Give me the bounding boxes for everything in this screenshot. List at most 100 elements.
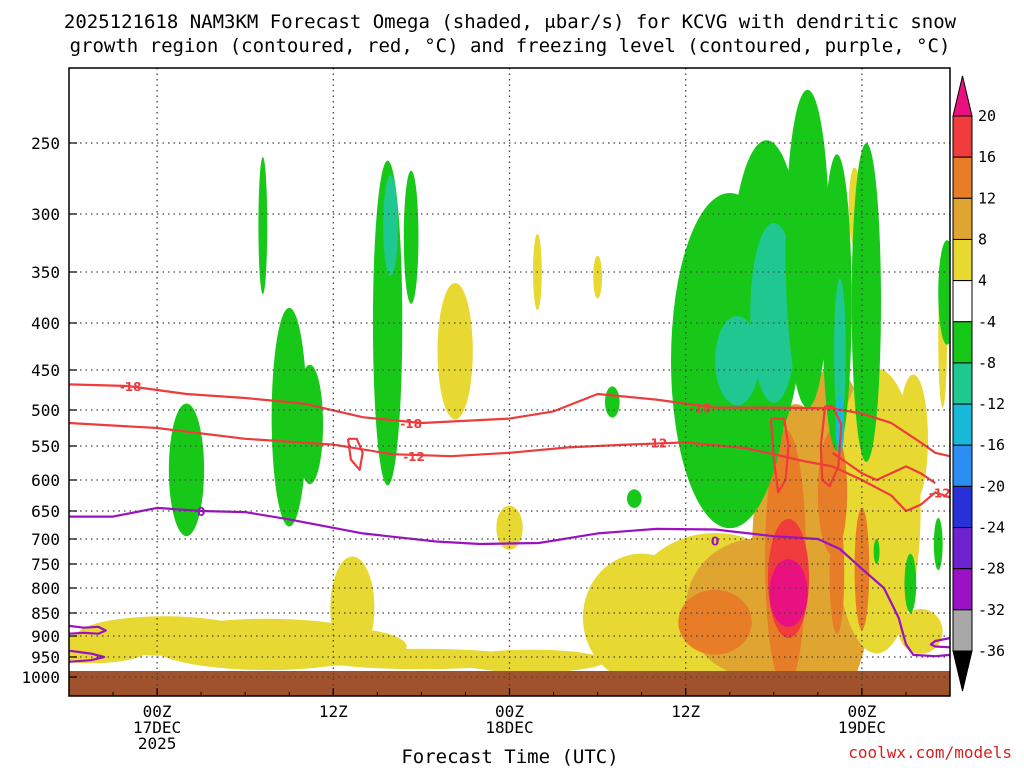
colorbar-swatch <box>952 568 973 611</box>
colorbar-swatch <box>952 362 973 405</box>
x-tick-label: 17DEC <box>133 718 181 737</box>
contour-label: -18 <box>400 417 422 431</box>
contour-line <box>346 437 364 471</box>
omega-region <box>381 395 397 461</box>
colorbar-swatch <box>952 280 973 323</box>
omega-region <box>750 222 798 403</box>
x-tick-label: 00Z <box>143 702 172 721</box>
chart-title-line-1: 2025121618 NAM3KM Forecast Omega (shaded… <box>64 11 957 33</box>
y-tick-label: 1000 <box>21 668 60 687</box>
contour-label: -12 <box>645 436 667 450</box>
omega-region <box>715 316 760 406</box>
colorbar-label: 20 <box>978 107 996 125</box>
y-tick-label: 750 <box>31 555 60 574</box>
colorbar: 20 16 12 8 4 -4 -8 -12 -16 -20 -24 -28 -32 -36 <box>952 75 1005 692</box>
contour-line <box>69 383 950 458</box>
colorbar-label: -36 <box>978 642 1005 660</box>
omega-region <box>403 170 419 304</box>
colorbar-label: -12 <box>978 395 1005 413</box>
omega-region <box>829 513 845 634</box>
omega-region <box>938 240 950 345</box>
omega-region <box>873 539 880 564</box>
y-tick-label: 550 <box>31 437 60 456</box>
colorbar-swatch <box>952 444 973 487</box>
omega-region <box>258 157 268 295</box>
y-tick-label: 950 <box>31 648 60 667</box>
omega-region <box>933 517 943 571</box>
x-tick-label: 12Z <box>319 702 348 721</box>
contour-line <box>831 451 936 485</box>
omega-region <box>626 489 642 508</box>
y-tick-label: 450 <box>31 361 60 380</box>
colorbar-swatch <box>952 197 973 240</box>
omega-region <box>593 255 603 299</box>
omega-region <box>296 364 324 485</box>
omega-region <box>851 143 881 462</box>
colorbar-swatch <box>952 609 973 652</box>
colorbar-swatch <box>952 156 973 199</box>
contour-label: -18 <box>690 402 712 416</box>
x-axis-label: Forecast Time (UTC) <box>401 746 618 768</box>
x-tick-label: 12Z <box>671 702 700 721</box>
omega-region <box>168 403 205 537</box>
y-tick-label: 600 <box>31 471 60 490</box>
chart-title-line-2: growth region (contoured, red, °C) and f… <box>70 35 951 57</box>
colorbar-label: -8 <box>978 354 996 372</box>
omega-region <box>496 505 523 550</box>
credit-text: coolwx.com/models <box>848 743 1012 762</box>
omega-region <box>904 553 917 613</box>
y-tick-label: 850 <box>31 604 60 623</box>
y-tick-label: 700 <box>31 530 60 549</box>
colorbar-label: 4 <box>978 272 987 290</box>
colorbar-swatch <box>952 485 973 529</box>
colorbar-label: 12 <box>978 189 996 207</box>
omega-region <box>383 175 398 276</box>
colorbar-swatch <box>952 238 973 282</box>
x-tick-label: 19DEC <box>838 718 886 737</box>
x-tick-label: 00Z <box>847 702 876 721</box>
contour-label: 0 <box>711 535 719 549</box>
y-tick-label: 500 <box>31 401 60 420</box>
contour-line <box>69 649 106 663</box>
contour-line <box>819 404 843 488</box>
omega-region <box>834 278 846 424</box>
x-tick-label: 18DEC <box>485 718 533 737</box>
y-tick-label: 800 <box>31 579 60 598</box>
omega-region <box>271 307 307 527</box>
y-tick-label: 300 <box>31 205 60 224</box>
colorbar-label: 16 <box>978 148 996 166</box>
contour-label: -18 <box>120 380 142 394</box>
contour-line <box>69 624 107 635</box>
colorbar-swatch <box>952 403 973 446</box>
contour-label: 0 <box>197 505 205 519</box>
colorbar-top-triangle <box>952 75 973 117</box>
omega-region <box>785 89 830 408</box>
y-tick-label: 250 <box>31 134 60 153</box>
plot-area: -18 -18 -18 -12 -12 -12 0 0 <box>69 89 951 696</box>
y-tick-label: 650 <box>31 502 60 521</box>
colorbar-label: -32 <box>978 601 1005 619</box>
colorbar-label: -24 <box>978 519 1005 537</box>
colorbar-label: -20 <box>978 477 1005 495</box>
gridlines <box>69 68 950 696</box>
contour-label: -12 <box>929 486 951 500</box>
colorbar-swatch <box>952 321 973 364</box>
omega-region <box>437 282 473 420</box>
contour-label: -12 <box>403 450 425 464</box>
y-tick-label: 350 <box>31 263 60 282</box>
colorbar-bottom-triangle <box>952 650 973 692</box>
colorbar-label: -28 <box>978 560 1005 578</box>
colorbar-label: 8 <box>978 230 987 248</box>
contour-line <box>929 637 950 649</box>
colorbar-label: -4 <box>978 313 996 331</box>
axes: 250 300 350 400 450 500 550 600 650 700 750 800 850 9… <box>21 134 951 753</box>
colorbar-label: -16 <box>978 436 1005 454</box>
contour-line <box>69 421 950 513</box>
omega-region <box>330 556 375 660</box>
colorbar-swatch <box>952 527 973 570</box>
x-tick-label: 2025 <box>138 734 177 753</box>
y-tick-label: 400 <box>31 314 60 333</box>
omega-region <box>604 386 620 418</box>
colorbar-swatch <box>952 115 973 158</box>
